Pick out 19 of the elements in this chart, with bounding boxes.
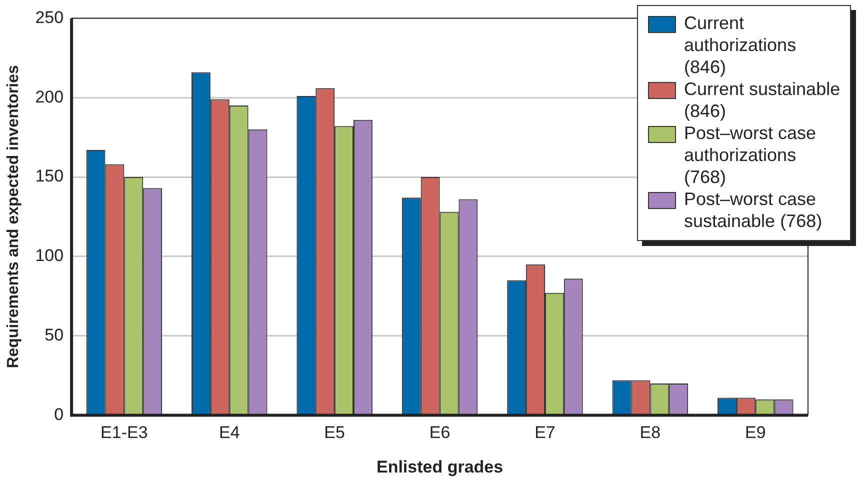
y-tick-label: 250 xyxy=(35,8,64,27)
legend-label: Current authorizations (846) xyxy=(684,12,798,78)
x-tick-label: E5 xyxy=(324,423,345,442)
x-tick-label: E6 xyxy=(429,423,450,442)
y-tick-label: 150 xyxy=(35,166,64,186)
legend-label: Post–worst case sustainable (768) xyxy=(684,188,824,232)
y-tick-label: 200 xyxy=(35,87,64,106)
y-tick-label: 100 xyxy=(35,246,64,266)
legend-label: Post–worst case authorizations (768) xyxy=(684,122,818,188)
x-axis-title: Enlisted grades xyxy=(376,457,504,476)
legend-label: Current sustainable (846) xyxy=(684,78,842,122)
x-tick-label: E9 xyxy=(745,423,766,442)
x-tick-label: E4 xyxy=(218,423,240,442)
x-tick-label: E7 xyxy=(534,423,556,442)
x-tick-label: E1-E3 xyxy=(100,423,148,442)
y-tick-label: 50 xyxy=(44,325,64,344)
y-axis-title: Requirements and expected inventories xyxy=(5,64,22,368)
x-tick-label: E8 xyxy=(640,423,661,442)
y-tick-label: 0 xyxy=(54,404,64,424)
